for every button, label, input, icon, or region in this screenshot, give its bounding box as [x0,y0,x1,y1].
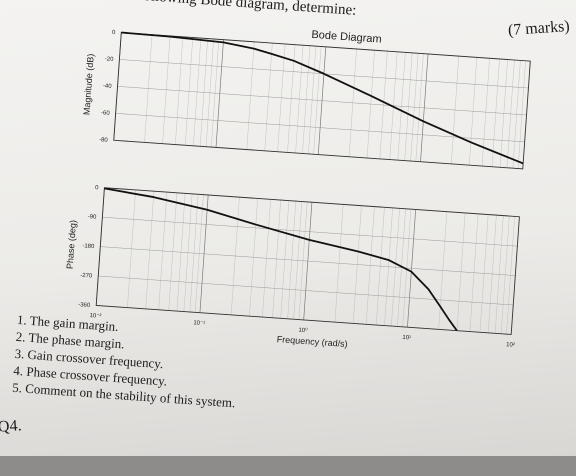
y-tick-label: 0 [112,30,116,36]
grid-line [98,275,514,306]
x-tick-label: 10⁻² [89,313,101,320]
question-number: Q4. [0,417,23,436]
y-tick-label: -180 [82,243,95,250]
phase-curve [104,187,458,332]
y-axis-label: Magnitude (dB) [81,53,95,115]
magnitude-curve [121,31,524,165]
grid-line [100,246,516,276]
grid-line [115,113,525,143]
y-axis-label: Phase (deg) [65,220,78,270]
plot-frame [95,187,520,335]
plot-frame [113,32,531,170]
grid-line [102,216,518,247]
chart-title: Bode Diagram [311,29,382,46]
y-tick-label: -270 [80,273,93,280]
y-tick-label: -40 [103,83,113,90]
y-tick-label: 0 [95,185,99,191]
x-tick-label: 10⁰ [298,327,308,335]
y-tick-label: -80 [99,137,109,144]
y-tick-label: -360 [78,302,91,309]
x-axis-label: Frequency (rad/s) [276,334,348,349]
x-tick-label: 10¹ [402,335,411,342]
y-tick-label: -20 [104,56,114,63]
paper-sheet [0,0,576,456]
y-tick-label: -60 [101,110,111,117]
x-tick-label: 10⁻¹ [193,320,205,327]
y-tick-label: -90 [87,214,97,221]
grid-line [117,86,527,116]
x-tick-label: 10² [506,342,515,349]
